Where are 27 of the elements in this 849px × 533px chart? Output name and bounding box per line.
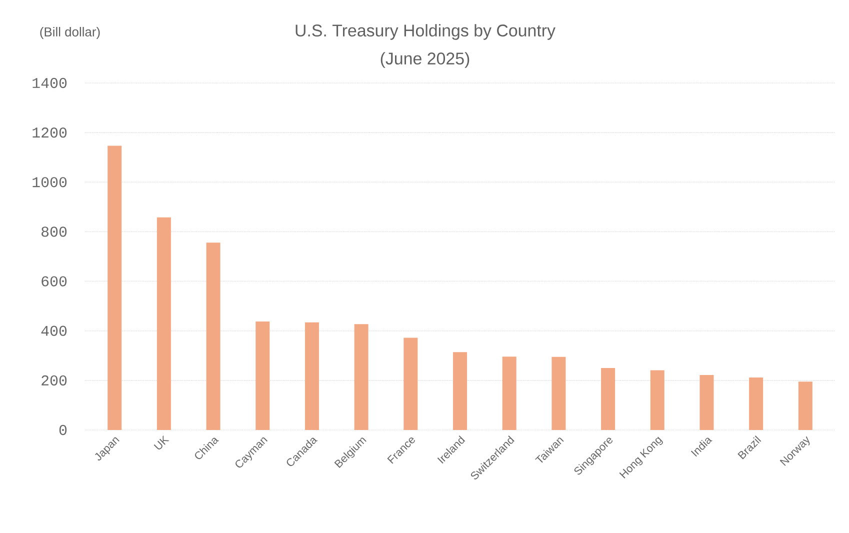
bar [749, 377, 764, 430]
y-tick-label: 1200 [32, 127, 67, 138]
y-tick-label: 200 [42, 375, 67, 386]
y-tick-label: 1000 [32, 177, 67, 188]
bar [601, 368, 616, 430]
y-tick-label: 800 [42, 226, 67, 237]
bar [256, 321, 270, 430]
bar [108, 146, 122, 430]
x-tick-label: UK [154, 435, 170, 450]
y-tick-label: 1400 [32, 78, 67, 88]
bar [798, 382, 812, 430]
bar [156, 217, 171, 430]
y-tick-label: 600 [42, 276, 67, 286]
bar [552, 356, 566, 430]
bar [502, 356, 516, 430]
y-tick-label: 0 [59, 424, 67, 436]
chart-title: U.S. Treasury Holdings by Country [296, 24, 556, 40]
bar [404, 338, 418, 430]
bar [700, 374, 714, 430]
bar [650, 370, 664, 430]
bar [354, 324, 368, 430]
bar [206, 242, 220, 430]
y-tick-label: 400 [41, 326, 67, 336]
bar [304, 322, 319, 430]
chart-subtitle: (June 2025) [380, 52, 470, 68]
y-axis-title: (Bill dollar) [40, 26, 100, 40]
bar [453, 352, 468, 430]
